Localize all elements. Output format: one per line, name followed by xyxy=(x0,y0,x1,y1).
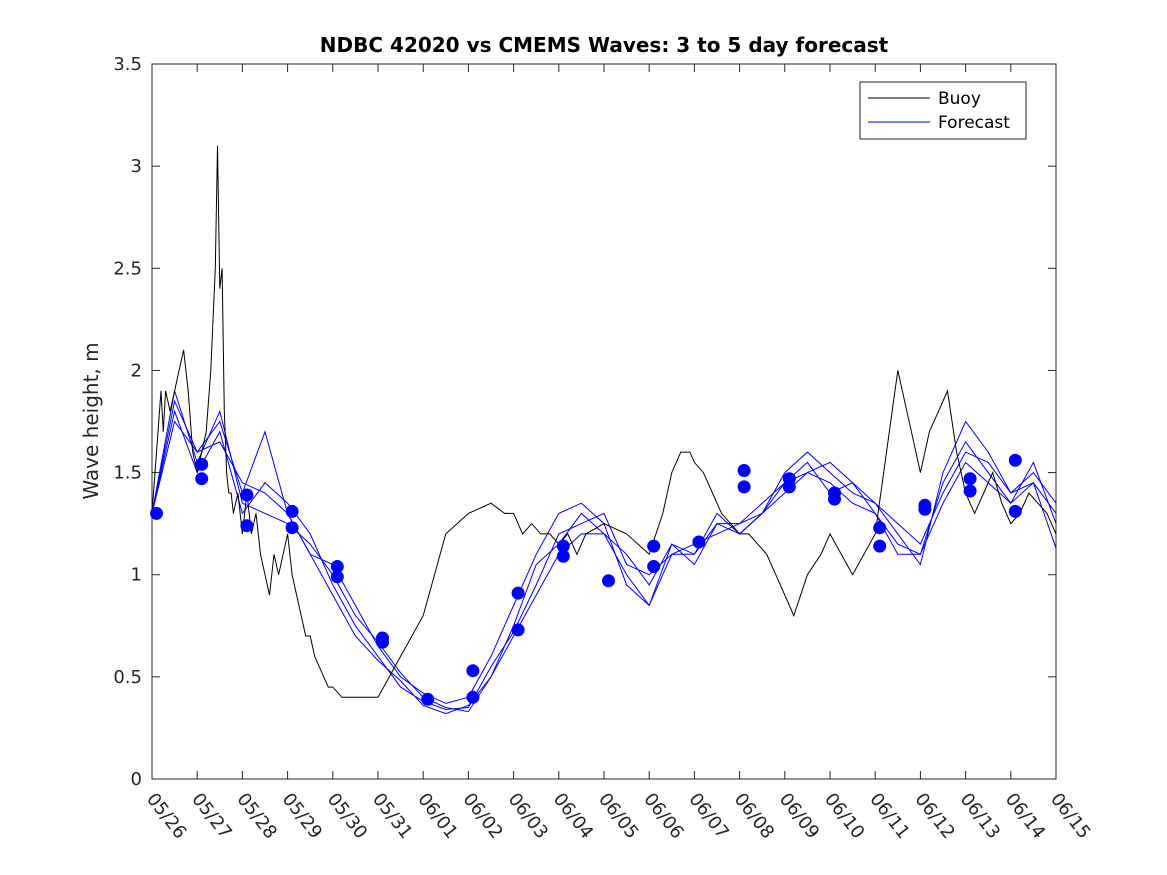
forecast-marker xyxy=(330,570,344,584)
forecast-variant-line xyxy=(151,409,1057,711)
x-tick-label: 06/06 xyxy=(639,789,687,843)
forecast-marker xyxy=(737,464,751,477)
x-tick-label: 06/13 xyxy=(956,789,1004,843)
forecast-marker xyxy=(556,539,570,553)
x-tick-label: 06/09 xyxy=(775,789,823,843)
x-tick-label: 05/31 xyxy=(368,789,416,843)
forecast-marker xyxy=(828,492,841,506)
forecast-marker xyxy=(873,539,887,553)
forecast-marker xyxy=(918,502,932,516)
y-tick-label: 3.5 xyxy=(113,54,142,75)
forecast-marker xyxy=(421,692,435,706)
x-tick-label: 06/01 xyxy=(413,789,461,843)
forecast-marker xyxy=(285,521,299,535)
x-tick-label: 05/26 xyxy=(142,789,190,843)
y-tick-label: 2 xyxy=(131,360,142,381)
x-tick-label: 06/02 xyxy=(458,789,506,843)
x-tick-label: 05/27 xyxy=(187,789,235,843)
forecast-marker xyxy=(782,480,796,494)
legend-box xyxy=(859,81,1027,140)
forecast-marker xyxy=(873,521,887,535)
forecast-marker xyxy=(285,504,299,518)
legend: Buoy Forecast xyxy=(859,81,1027,140)
y-tick-label: 0 xyxy=(131,769,142,790)
x-tick-label: 06/14 xyxy=(1001,789,1049,843)
x-tick-label: 06/04 xyxy=(549,789,597,843)
forecast-marker xyxy=(466,690,480,704)
forecast-marker xyxy=(963,484,977,498)
x-tick-label: 06/03 xyxy=(504,789,552,843)
x-tick-label: 06/12 xyxy=(910,789,958,843)
forecast-marker xyxy=(376,635,389,649)
series-layer xyxy=(151,145,1057,715)
forecast-marker xyxy=(511,623,525,637)
x-tick-label: 06/08 xyxy=(730,789,778,843)
x-tick-label: 06/05 xyxy=(594,789,642,843)
forecast-marker xyxy=(466,664,480,678)
forecast-marker xyxy=(692,535,706,549)
x-tick-label: 05/28 xyxy=(232,789,280,843)
x-tick-label: 06/11 xyxy=(865,789,913,843)
x-tick-label: 05/29 xyxy=(278,789,326,843)
chart-title: NDBC 42020 vs CMEMS Waves: 3 to 5 day fo… xyxy=(320,33,889,57)
y-axis-label: Wave height, m xyxy=(79,342,103,499)
legend-forecast-label: Forecast xyxy=(938,113,1010,133)
x-tick-label: 06/07 xyxy=(684,789,732,843)
y-tick-label: 0.5 xyxy=(113,667,142,688)
x-tick-label: 05/30 xyxy=(323,789,371,843)
y-tick-label: 3 xyxy=(131,156,142,177)
x-tick-label: 06/10 xyxy=(820,789,868,843)
forecast-marker xyxy=(647,539,661,553)
forecast-marker xyxy=(511,586,525,600)
forecast-marker xyxy=(602,574,615,588)
forecast-marker xyxy=(195,457,209,471)
y-tick-label: 1.5 xyxy=(113,463,142,484)
forecast-marker xyxy=(240,519,254,533)
forecast-marker xyxy=(556,549,570,563)
forecast-line xyxy=(151,390,1057,713)
y-tick-label: 2.5 xyxy=(113,258,142,279)
forecast-marker xyxy=(195,472,209,486)
forecast-marker xyxy=(963,472,977,486)
forecast-marker xyxy=(150,506,163,520)
forecast-marker xyxy=(240,488,254,502)
y-tick-label: 1 xyxy=(131,565,142,586)
y-ticks: 0 0.5 1 1.5 2 2.5 3 3.5 xyxy=(113,54,1056,790)
plot-area xyxy=(151,63,1057,780)
forecast-marker xyxy=(330,560,344,573)
legend-buoy-label: Buoy xyxy=(938,89,981,109)
buoy-line xyxy=(151,145,1057,698)
x-tick-label: 06/15 xyxy=(1046,789,1094,843)
forecast-marker xyxy=(647,560,661,573)
forecast-marker xyxy=(1008,504,1022,518)
forecast-marker xyxy=(737,480,751,494)
forecast-marker xyxy=(1008,453,1022,467)
marker-layer xyxy=(150,453,1022,706)
